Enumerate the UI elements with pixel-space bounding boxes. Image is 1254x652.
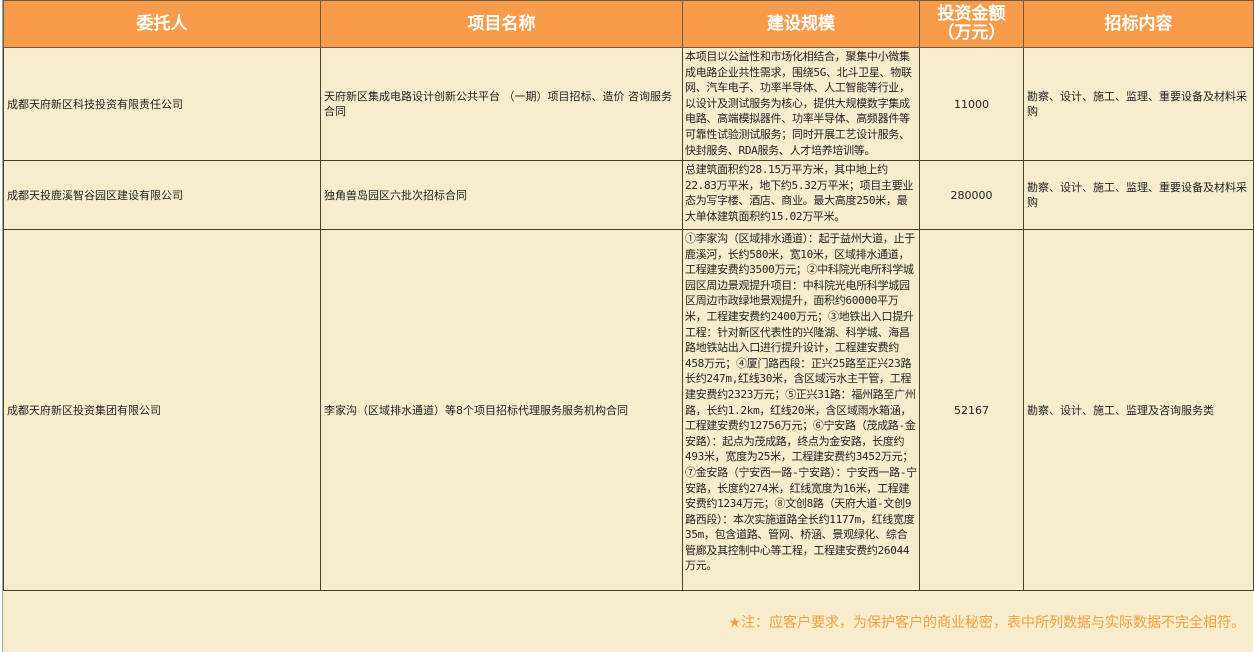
- header-amount-line2: （万元）: [937, 23, 1006, 43]
- client-cell: 成都天投鹿溪智谷园区建设有限公司: [3, 160, 321, 230]
- header-amount-line1: 投资金额: [937, 4, 1006, 24]
- scale-text: 总建筑面积约28.15万平方米，其中地上约22.83万平米，地下约5.32万平米…: [685, 163, 914, 223]
- amount-cell: 52167: [919, 229, 1024, 591]
- disclaimer-note: ★注：应客户要求，为保护客户的商业秘密，表中所列数据与实际数据不完全相符。: [728, 615, 1245, 631]
- scale-cell: 本项目以公益性和市场化相结合，聚集中小微集成电路企业共性需求，围绕5G、北斗卫星…: [682, 47, 920, 161]
- header-content: 招标内容: [1023, 0, 1254, 48]
- header-client: 委托人: [3, 0, 321, 48]
- scale-cell: 总建筑面积约28.15万平方米，其中地上约22.83万平米，地下约5.32万平米…: [682, 160, 920, 230]
- header-row: 委托人 项目名称 建设规模 投资金额 （万元） 招标内容: [3, 0, 1254, 48]
- scale-text: 本项目以公益性和市场化相结合，聚集中小微集成电路企业共性需求，围绕5G、北斗卫星…: [685, 50, 912, 157]
- scale-text: ①李家沟（区域排水通道）：起于益州大道，止于鹿溪河，长约580米，宽10米，区域…: [685, 232, 917, 573]
- project-cell: 李家沟（区域排水通道）等8个项目招标代理服务服务机构合同: [320, 229, 683, 591]
- table-row: 成都天府新区投资集团有限公司 李家沟（区域排水通道）等8个项目招标代理服务服务机…: [3, 229, 1254, 591]
- amount-cell: 280000: [919, 160, 1024, 230]
- header-scale: 建设规模: [682, 0, 920, 48]
- project-cell: 天府新区集成电路设计创新公共平台 （一期）项目招标、造价 咨询服务合同: [320, 47, 683, 161]
- content-cell: 勘察、设计、施工、监理及咨询服务类: [1023, 229, 1254, 591]
- project-cell: 独角兽岛园区六批次招标合同: [320, 160, 683, 230]
- header-project: 项目名称: [320, 0, 683, 48]
- header-amount: 投资金额 （万元）: [919, 0, 1024, 48]
- client-cell: 成都天府新区投资集团有限公司: [3, 229, 321, 591]
- table-row: 成都天投鹿溪智谷园区建设有限公司 独角兽岛园区六批次招标合同 总建筑面积约28.…: [3, 160, 1254, 230]
- amount-cell: 11000: [919, 47, 1024, 161]
- content-cell: 勘察、设计、施工、监理、重要设备及材料采购: [1023, 160, 1254, 230]
- client-cell: 成都天府新区科技投资有限责任公司: [3, 47, 321, 161]
- scale-cell: ①李家沟（区域排水通道）：起于益州大道，止于鹿溪河，长约580米，宽10米，区域…: [682, 229, 920, 591]
- project-table: 委托人 项目名称 建设规模 投资金额 （万元） 招标内容 成都天府新区科技投资有限…: [3, 0, 1254, 591]
- table-row: 成都天府新区科技投资有限责任公司 天府新区集成电路设计创新公共平台 （一期）项目…: [3, 47, 1254, 161]
- content-cell: 勘察、设计、施工、监理、重要设备及材料采购: [1023, 47, 1254, 161]
